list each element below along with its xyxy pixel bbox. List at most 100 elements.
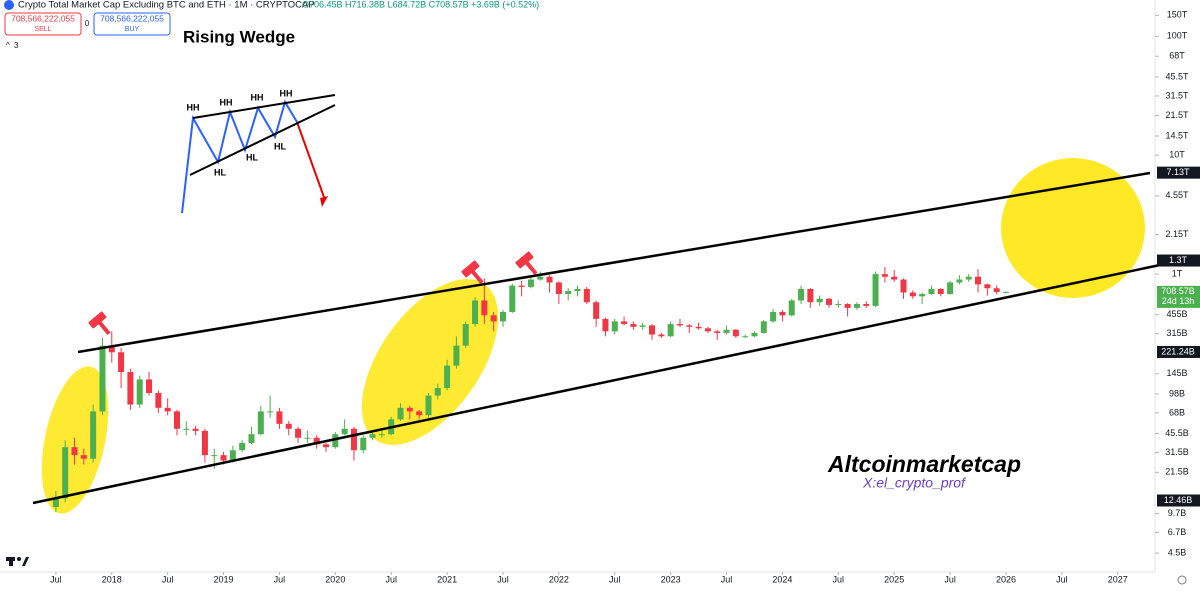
candle-body (323, 444, 330, 448)
y-tick-label: 10T (1169, 150, 1185, 160)
y-tick-label: 68T (1169, 51, 1185, 61)
candle-body (825, 298, 832, 305)
candle-body (453, 345, 460, 366)
candle-body (173, 411, 180, 429)
wedge-arrow-head (320, 196, 328, 207)
x-tick-label: 2020 (325, 574, 345, 584)
candle-body (220, 455, 227, 461)
candle-body (416, 411, 423, 416)
x-tick-label: 2018 (102, 574, 122, 584)
candle-body (975, 276, 982, 285)
y-tick-label: 98B (1169, 388, 1185, 398)
candle-body (192, 428, 199, 431)
candle-body (658, 334, 665, 337)
candle-body (164, 407, 171, 412)
candle-body (807, 288, 814, 303)
price-marker-label: 7.13T (1166, 167, 1190, 177)
candle-body (71, 447, 78, 456)
candle-body (295, 428, 302, 438)
indicator-count[interactable]: 3 (14, 41, 19, 50)
wedge-label: HH (251, 92, 264, 102)
candle-body (239, 442, 246, 451)
candle-body (472, 300, 479, 325)
trend-line (77, 171, 1151, 354)
candle-body (481, 300, 488, 316)
candle-body (52, 498, 59, 507)
x-tick-label: Jul (497, 574, 509, 584)
x-tick-label: 2021 (437, 574, 457, 584)
candle-body (546, 276, 553, 283)
y-tick-label: 31.5B (1165, 447, 1189, 457)
candle-body (267, 411, 274, 413)
highlight (1001, 158, 1145, 298)
ohlc-header: O706.45B H716.38B L684.72B C708.57B +3.6… (302, 0, 539, 9)
wedge-arrow (296, 121, 326, 201)
candle-body (760, 321, 767, 333)
buy-button[interactable] (93, 12, 171, 36)
wedge-label: HH (187, 102, 200, 112)
candle-body (919, 293, 926, 297)
candle-body (136, 379, 143, 405)
price-marker (1157, 285, 1200, 308)
candle-body (751, 332, 758, 337)
candle-body (714, 331, 721, 333)
chart-title: Crypto Total Market Cap Excluding BTC an… (18, 0, 315, 11)
candle-body (444, 365, 451, 389)
candle-body (378, 434, 385, 436)
candle-body (425, 395, 432, 416)
candle-body (816, 298, 823, 303)
candle-body (844, 304, 851, 308)
candle-body (704, 328, 711, 332)
candle-body (276, 411, 283, 424)
wedge-path (181, 99, 298, 214)
candle-body (118, 352, 125, 373)
candle-body (229, 450, 236, 461)
y-tick-label: 2.15T (1165, 229, 1189, 239)
y-tick-label: 145B (1166, 368, 1187, 378)
x-tick-label: 2025 (884, 574, 904, 584)
candle-body (965, 276, 972, 280)
candle-body (527, 279, 534, 287)
candle-body (993, 288, 1000, 293)
candle-body (555, 282, 562, 294)
candle-body (108, 345, 115, 353)
candle-body (62, 447, 69, 499)
y-tick-label: 1T (1172, 268, 1183, 278)
candle-body (686, 325, 693, 327)
y-tick-label: 21.5B (1165, 467, 1189, 477)
collapse-toggle[interactable]: ^ (6, 41, 10, 50)
y-tick-label: 31.5T (1165, 90, 1189, 100)
candle-body (509, 285, 516, 312)
candle-body (649, 325, 656, 335)
price-marker-label: 1.3T (1169, 255, 1188, 265)
candle-body (155, 392, 162, 408)
candle-body (360, 437, 367, 451)
candle-body (146, 379, 153, 393)
candle-body (332, 434, 339, 448)
y-tick-label: 315B (1166, 328, 1187, 338)
candle-body (80, 455, 87, 459)
candle-body (621, 321, 628, 325)
candle-body (853, 304, 860, 308)
candle-body (639, 325, 646, 327)
buy-price: 708,566,222,055 (100, 13, 164, 23)
x-tick-label: 2024 (772, 574, 792, 584)
sell-button[interactable] (4, 12, 82, 36)
settings-button[interactable] (1177, 575, 1187, 585)
candle-body (434, 388, 441, 396)
candle-body (779, 311, 786, 316)
candle-body (183, 428, 190, 430)
x-tick-label: Jul (609, 574, 621, 584)
logo (6, 557, 29, 566)
wedge-line (189, 104, 336, 176)
y-tick-label: 14.5T (1165, 130, 1189, 140)
price-marker-label: 12.46B (1164, 495, 1193, 505)
candle-body (788, 300, 795, 316)
x-tick-label: 2022 (549, 574, 569, 584)
watermark-handle: X:el_crypto_prof (862, 475, 967, 491)
candle-body (630, 324, 637, 327)
candle-body (900, 279, 907, 293)
x-tick-label: Jul (721, 574, 733, 584)
x-tick-label: 2023 (661, 574, 681, 584)
